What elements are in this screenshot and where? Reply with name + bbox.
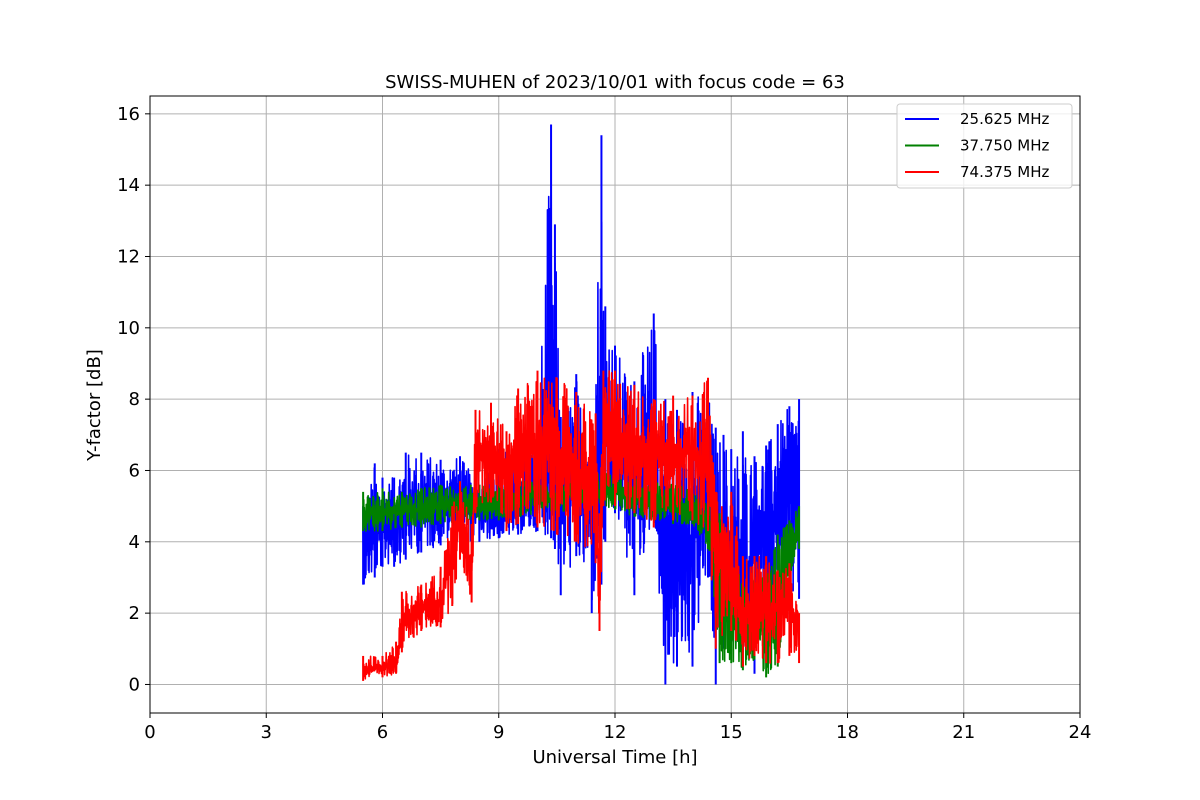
x-tick-label: 9 [493, 722, 504, 743]
y-tick-label: 8 [129, 389, 140, 410]
x-tick-label: 21 [952, 722, 975, 743]
x-tick-label: 12 [604, 722, 627, 743]
y-tick-label: 2 [129, 603, 140, 624]
data-layer [362, 124, 801, 685]
y-tick-label: 4 [129, 532, 140, 553]
x-axis-label: Universal Time [h] [532, 747, 697, 768]
legend-box [896, 103, 1073, 189]
x-tick-label: 6 [377, 722, 388, 743]
legend: 25.625 MHz 37.750 MHz 74.375 MHz [896, 103, 1073, 189]
x-tick-label: 3 [261, 722, 272, 743]
legend-entry-label: 37.750 MHz [960, 137, 1049, 155]
y-tick-label: 14 [117, 175, 140, 196]
chart-title: SWISS-MUHEN of 2023/10/01 with focus cod… [385, 72, 845, 93]
y-tick-label: 6 [129, 460, 140, 481]
y-tick-label: 16 [117, 104, 140, 125]
series-line [362, 370, 800, 680]
legend-entry-label: 25.625 MHz [960, 110, 1049, 128]
x-tick-label: 24 [1069, 722, 1092, 743]
y-tick-label: 12 [117, 246, 140, 267]
y-tick-label: 0 [129, 674, 140, 695]
y-tick-label: 10 [117, 318, 140, 339]
x-tick-label: 18 [836, 722, 859, 743]
x-tick-label: 0 [144, 722, 155, 743]
x-tick-label: 15 [720, 722, 743, 743]
legend-entry-label: 74.375 MHz [960, 163, 1049, 181]
y-axis-label: Y-factor [dB] [84, 349, 105, 462]
